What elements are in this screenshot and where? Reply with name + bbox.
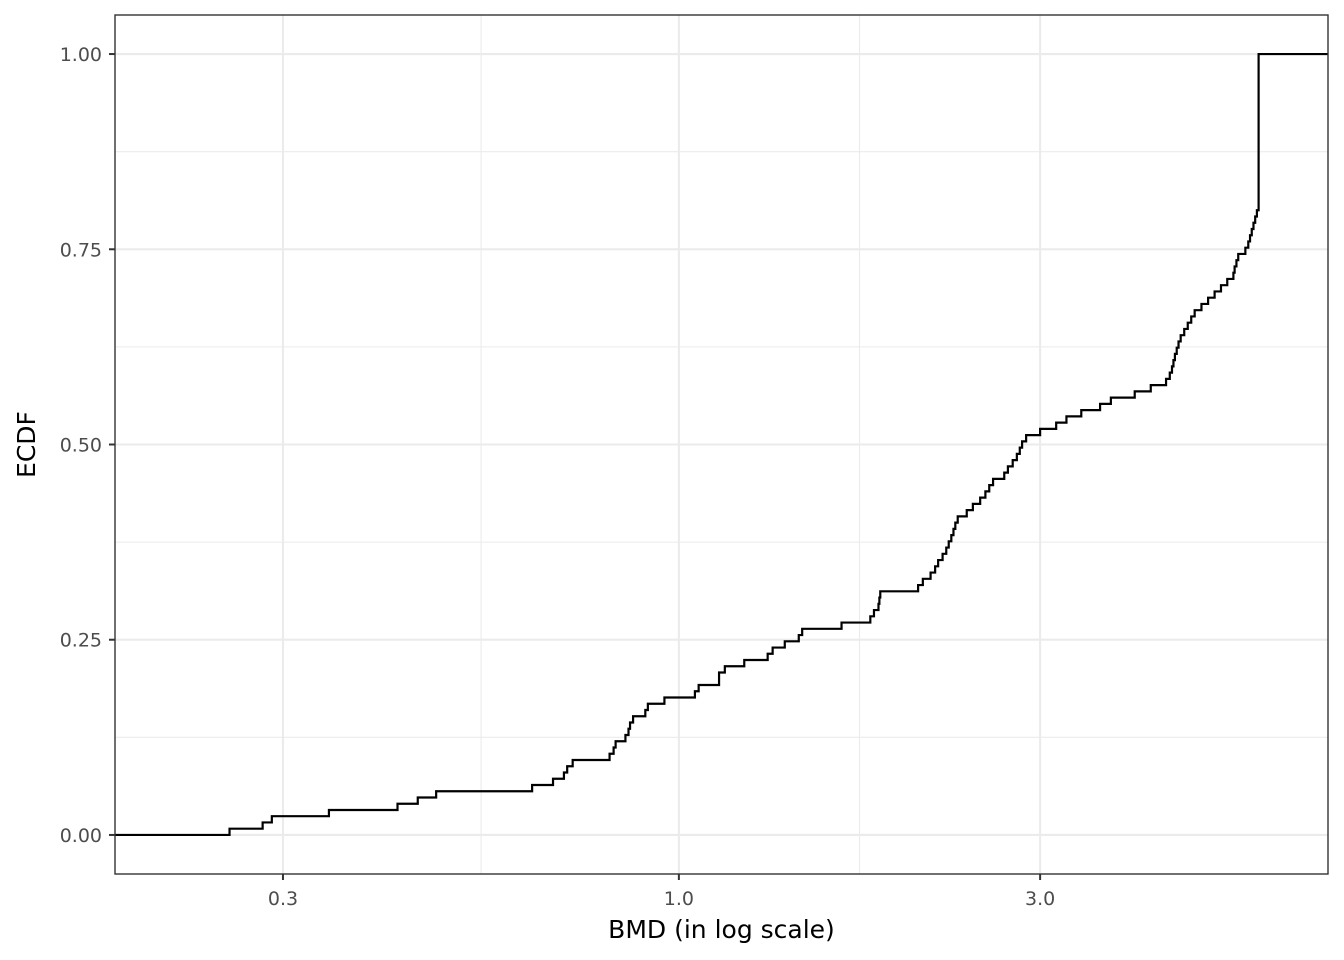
grid-lines [115,15,1328,874]
y-axis-title: ECDF [12,411,41,478]
y-tick-label-1: 0.25 [60,630,102,652]
y-tick-label-3: 0.75 [60,239,102,261]
x-tick-label-0: 0.3 [268,888,298,910]
ecdf-step-line-0 [115,52,1328,837]
axes: 0.00 0.25 0.50 0.75 1.00 0.3 1.0 3.0 [60,44,1056,910]
x-tick-label-2: 3.0 [1025,888,1055,910]
x-axis-title: BMD (in log scale) [608,915,835,944]
y-tick-label-0: 0.00 [60,825,102,847]
y-tick-label-2: 0.50 [60,435,102,457]
x-tick-label-1: 1.0 [664,888,694,910]
ecdf-series [115,52,1328,837]
y-tick-label-4: 1.00 [60,44,102,66]
